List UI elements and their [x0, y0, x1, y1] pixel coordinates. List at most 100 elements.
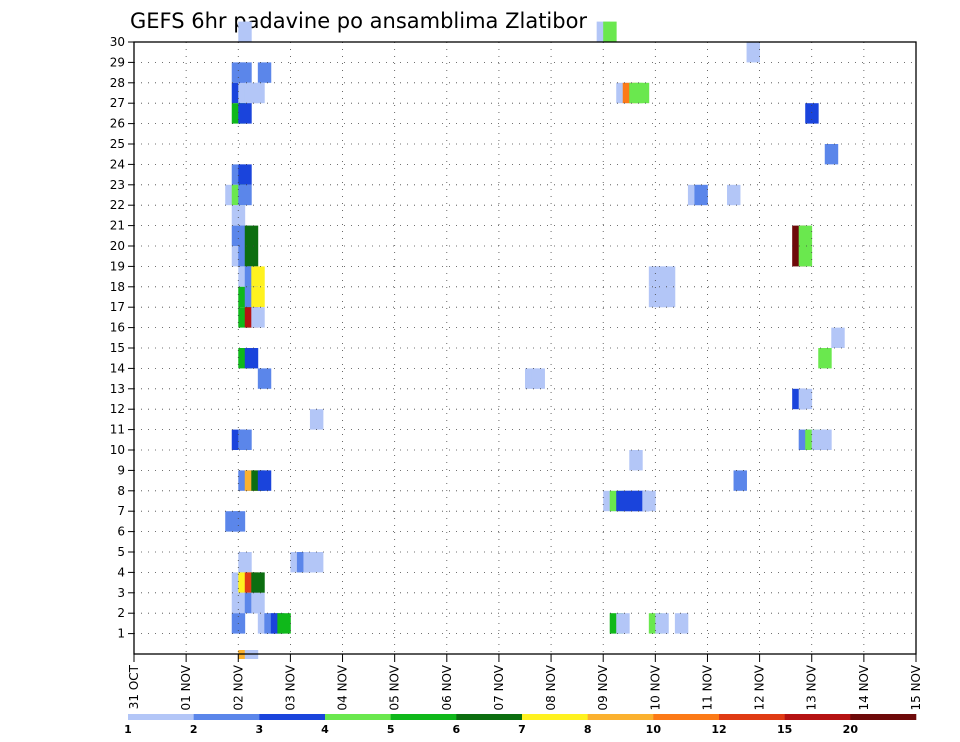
precip-cell [655, 613, 669, 634]
colorbar-level-label: 10 [646, 723, 662, 736]
precip-cell [661, 266, 676, 287]
precip-cell [727, 184, 741, 206]
precip-cell [531, 368, 545, 389]
precip-cell [251, 592, 265, 614]
x-tick-label: 07 NOV [492, 664, 506, 710]
colorbar-level-label: 8 [584, 723, 592, 736]
y-tick-label: 11 [110, 423, 125, 437]
x-tick-label: 11 NOV [700, 664, 714, 710]
precip-cell [251, 572, 265, 593]
colorbar-swatch [719, 714, 785, 720]
y-tick-label: 19 [110, 259, 125, 273]
x-axis-ticks: 31 OCT 01 NOV 02 NOV 03 NOV 04 NOV 05 NOV 06 N… [127, 654, 923, 711]
colorbar-level-label: 5 [387, 723, 395, 736]
precip-cell [244, 225, 259, 246]
precip-cell [694, 184, 708, 206]
x-tick-label: 03 NOV [283, 664, 297, 710]
colorbar-level-label: 1 [124, 723, 132, 736]
precip-cell [244, 246, 259, 267]
precip-cell [746, 42, 760, 63]
y-tick-label: 4 [117, 565, 125, 579]
precipitation-cells [225, 21, 845, 659]
colorbar-level-label: 2 [190, 723, 198, 736]
x-tick-label: 10 NOV [648, 664, 662, 710]
precip-cell [798, 225, 813, 246]
precip-cell [818, 429, 832, 450]
x-tick-label: 12 NOV [753, 664, 767, 710]
y-tick-label: 23 [110, 178, 125, 192]
precip-cell [642, 490, 656, 512]
colorbar-level-label: 3 [256, 723, 264, 736]
precip-cell [818, 348, 832, 369]
precip-cell [603, 21, 617, 42]
precip-cell [238, 164, 252, 185]
chart-title: GEFS 6hr padavine po ansamblima Zlatibor [130, 9, 587, 33]
colorbar-level-label: 15 [777, 723, 792, 736]
y-tick-label: 29 [110, 55, 125, 69]
colorbar-swatch [128, 714, 194, 720]
y-tick-label: 30 [110, 35, 125, 49]
x-tick-label: 13 NOV [805, 664, 819, 710]
precip-cell [231, 205, 246, 226]
precip-cell [309, 552, 324, 573]
y-tick-label: 25 [110, 137, 125, 151]
precip-cell [733, 470, 747, 491]
colorbar-swatch [456, 714, 523, 720]
precip-cell [257, 62, 272, 83]
colorbar-swatch [259, 714, 326, 720]
x-tick-label: 04 NOV [336, 664, 350, 710]
colorbar-swatch [850, 714, 917, 720]
colorbar: 1 2 3 4 5 6 7 8 10 12 15 20 [124, 714, 917, 736]
colorbar-swatch [193, 714, 260, 720]
precip-cell [674, 613, 689, 634]
colorbar-swatch [587, 714, 654, 720]
y-axis-ticks: 1234567891011121314151617181920212223242… [110, 35, 134, 641]
y-tick-label: 13 [110, 382, 125, 396]
precip-cell [309, 409, 324, 430]
colorbar-swatch [390, 714, 457, 720]
colorbar-swatch [325, 714, 391, 720]
precip-cell [798, 246, 813, 267]
y-tick-label: 26 [110, 117, 125, 131]
colorbar-level-label: 12 [711, 723, 726, 736]
precip-cell [277, 613, 291, 634]
y-tick-label: 12 [110, 402, 125, 416]
precip-cell [251, 82, 265, 104]
precip-cell [257, 368, 272, 389]
precip-cell [257, 470, 272, 491]
y-tick-label: 10 [110, 443, 125, 457]
precip-cell [244, 348, 259, 369]
y-tick-label: 17 [110, 300, 125, 314]
precip-cell [238, 429, 252, 450]
y-tick-label: 21 [110, 219, 125, 233]
y-tick-label: 20 [110, 239, 125, 253]
precip-cell [238, 184, 252, 206]
x-tick-label: 14 NOV [857, 664, 871, 710]
precip-cell [238, 552, 252, 573]
precip-cell [805, 103, 819, 124]
precip-cell [831, 327, 845, 348]
precip-cell [629, 450, 643, 471]
y-tick-label: 28 [110, 76, 125, 90]
precip-cell [824, 144, 839, 165]
y-tick-label: 1 [117, 627, 125, 641]
x-tick-label: 05 NOV [388, 664, 402, 710]
y-tick-label: 27 [110, 96, 125, 110]
y-tick-label: 22 [110, 198, 125, 212]
precip-cell [238, 62, 252, 83]
x-tick-label: 31 OCT [127, 664, 141, 709]
precip-cell [251, 307, 265, 328]
x-tick-label: 09 NOV [596, 664, 610, 710]
precip-cell [635, 82, 650, 104]
y-tick-label: 24 [110, 157, 125, 171]
x-tick-label: 08 NOV [544, 664, 558, 710]
x-tick-label: 15 NOV [909, 664, 923, 710]
x-tick-label: 01 NOV [179, 664, 193, 710]
y-tick-label: 5 [117, 545, 125, 559]
y-tick-label: 2 [117, 606, 125, 620]
y-tick-label: 9 [117, 463, 125, 477]
y-tick-label: 6 [117, 525, 125, 539]
x-tick-label: 02 NOV [231, 664, 245, 710]
colorbar-swatch [653, 714, 720, 720]
